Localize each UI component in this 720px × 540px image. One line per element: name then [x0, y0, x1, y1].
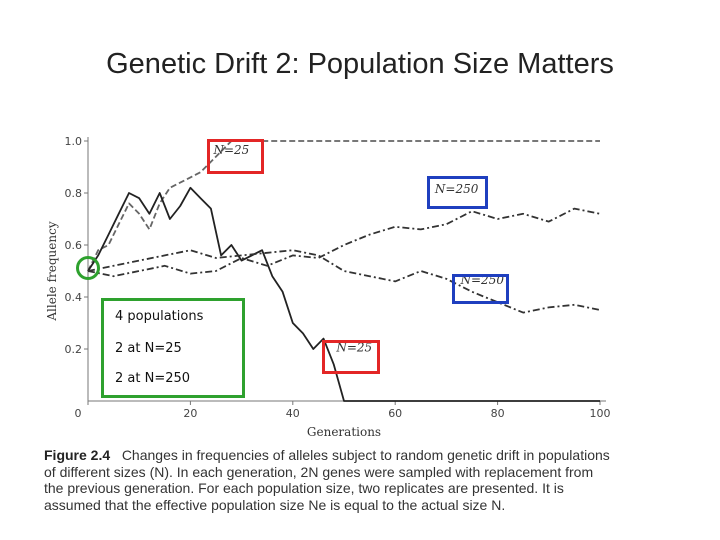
- slide-title: Genetic Drift 2: Population Size Matters: [106, 48, 614, 80]
- annotation-label-1: N=25: [212, 143, 249, 157]
- annotation-label-2: N=250: [434, 182, 479, 196]
- green-circle-start: [76, 256, 100, 280]
- x-tick-label: 60: [388, 407, 402, 420]
- legend-line-n25: 2 at N=25: [115, 341, 182, 356]
- legend-line-n250: 2 at N=250: [115, 371, 191, 386]
- y-tick-label: 0.2: [65, 343, 83, 356]
- y-tick-label: 0.4: [65, 291, 83, 304]
- x-tick-label: 20: [183, 407, 197, 420]
- blue-box-n250-upper: [427, 176, 488, 209]
- chart-lines: [87, 140, 601, 402]
- figure-label: Figure 2.4: [44, 447, 111, 463]
- x-tick-label: 40: [286, 407, 300, 420]
- x-tick-label: 80: [491, 407, 505, 420]
- blue-box-n250-lower: [452, 274, 509, 304]
- y-axis-label: Allele frequency: [45, 221, 59, 321]
- annotation-label-4: N=25: [335, 341, 372, 355]
- y-tick-label: 0.8: [65, 187, 83, 200]
- x-axis-label: Generations: [307, 425, 381, 439]
- series-line-3: [87, 207, 601, 278]
- legend-box: 4 populations 2 at N=25 2 at N=250: [101, 298, 245, 398]
- x-tick-label: 0: [75, 407, 82, 420]
- red-box-n25-top: [207, 139, 264, 174]
- series-line-2: [87, 186, 600, 402]
- legend-line-populations: 4 populations: [115, 309, 204, 324]
- y-tick-label: 1.0: [65, 135, 83, 148]
- y-tick-label: 0.6: [65, 239, 83, 252]
- series-line-1: [87, 140, 600, 272]
- red-box-n25-bottom: [322, 340, 380, 374]
- x-tick-label: 100: [590, 407, 611, 420]
- series-line-4: [87, 249, 601, 314]
- caption-text: Changes in frequencies of alleles subjec…: [44, 447, 610, 513]
- figure-caption: Figure 2.4 Changes in frequencies of all…: [44, 447, 614, 513]
